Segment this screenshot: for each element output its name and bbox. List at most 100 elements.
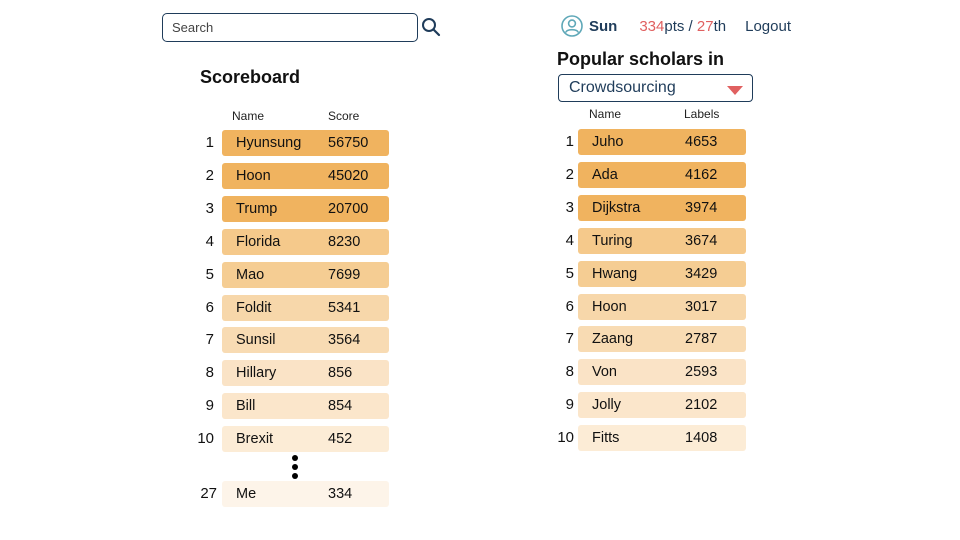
category-dropdown[interactable]: Crowdsourcing bbox=[558, 74, 753, 102]
user-stats: 334pts / 27th bbox=[639, 18, 726, 35]
popular-col-labels: Labels bbox=[684, 107, 720, 121]
row-bar bbox=[222, 481, 389, 507]
row-bar bbox=[222, 195, 389, 222]
row-rank: 3 bbox=[565, 198, 574, 216]
row-value: 854 bbox=[328, 398, 353, 415]
row-bar bbox=[578, 161, 746, 188]
row-rank: 9 bbox=[205, 397, 214, 415]
search-icon[interactable] bbox=[421, 17, 441, 37]
row-name: Me bbox=[236, 486, 257, 502]
row-name: Fitts bbox=[592, 430, 620, 447]
row-name: Bill bbox=[236, 398, 256, 415]
row-name: Trump bbox=[236, 200, 278, 217]
row-rank: 1 bbox=[565, 133, 574, 150]
row-bar bbox=[222, 228, 389, 255]
row-name: Von bbox=[592, 364, 617, 381]
row-value: 4653 bbox=[685, 134, 718, 150]
row-value: 3674 bbox=[685, 232, 718, 249]
row-bar bbox=[222, 130, 389, 156]
row-value: 2102 bbox=[685, 397, 718, 414]
row-rank: 5 bbox=[205, 265, 214, 283]
row-rank: 6 bbox=[205, 298, 214, 316]
row-rank: 27 bbox=[200, 485, 217, 502]
points-unit: pts bbox=[664, 17, 685, 35]
row-name: Hoon bbox=[592, 298, 627, 315]
row-bar bbox=[578, 260, 746, 287]
row-value: 3564 bbox=[328, 332, 361, 349]
row-value: 2787 bbox=[685, 331, 718, 348]
triangle-down-icon[interactable] bbox=[727, 83, 743, 101]
row-name: Jolly bbox=[592, 397, 622, 414]
search-box[interactable] bbox=[162, 13, 418, 42]
row-rank: 8 bbox=[205, 364, 214, 382]
row-value: 3429 bbox=[685, 265, 718, 282]
row-rank: 7 bbox=[205, 331, 214, 349]
row-value: 20700 bbox=[328, 200, 369, 217]
popular-col-name: Name bbox=[589, 107, 622, 121]
row-name: Mao bbox=[236, 266, 265, 283]
search-input[interactable] bbox=[163, 14, 417, 41]
row-name: Brexit bbox=[236, 431, 274, 448]
row-rank: 7 bbox=[565, 330, 574, 348]
row-rank: 2 bbox=[565, 165, 574, 183]
row-bar bbox=[578, 392, 746, 419]
logout-link[interactable]: Logout bbox=[745, 17, 791, 35]
row-name: Hillary bbox=[236, 365, 277, 382]
row-value: 3017 bbox=[685, 298, 718, 315]
row-rank: 10 bbox=[557, 429, 574, 447]
row-name: Sunsil bbox=[236, 332, 276, 349]
row-rank: 2 bbox=[205, 166, 214, 184]
row-rank: 8 bbox=[565, 363, 574, 381]
scoreboard-col-score: Score bbox=[328, 109, 360, 123]
row-value: 334 bbox=[328, 486, 353, 502]
user-avatar-icon[interactable] bbox=[561, 15, 583, 37]
row-bar bbox=[222, 360, 389, 387]
row-value: 8230 bbox=[328, 233, 361, 250]
row-bar bbox=[578, 293, 746, 320]
row-bar bbox=[222, 393, 389, 420]
row-rank: 3 bbox=[205, 199, 214, 217]
row-value: 452 bbox=[328, 431, 353, 448]
row-value: 856 bbox=[328, 365, 353, 382]
scoreboard-title: Scoreboard bbox=[200, 67, 301, 87]
row-value: 2593 bbox=[685, 364, 718, 381]
row-bar bbox=[222, 294, 389, 321]
scoreboard-col-name: Name bbox=[232, 109, 265, 123]
row-value: 1408 bbox=[685, 430, 718, 447]
row-name: Turing bbox=[592, 232, 633, 249]
row-value: 3974 bbox=[685, 199, 718, 216]
row-bar bbox=[222, 162, 389, 189]
row-rank: 4 bbox=[205, 232, 214, 250]
row-bar bbox=[222, 327, 389, 354]
user-header: Sun 334pts / 27th Logout bbox=[561, 14, 791, 38]
row-value: 7699 bbox=[328, 266, 361, 283]
popular-title: Popular scholars in bbox=[557, 49, 725, 69]
row-name: Ada bbox=[592, 166, 618, 183]
row-bar bbox=[222, 426, 389, 453]
row-rank: 5 bbox=[565, 264, 574, 282]
row-bar bbox=[578, 194, 746, 221]
row-name: Foldit bbox=[236, 299, 272, 316]
more-ellipsis-icon bbox=[290, 455, 300, 479]
row-rank: 10 bbox=[197, 430, 214, 448]
row-name: Dijkstra bbox=[592, 199, 641, 216]
row-value: 5341 bbox=[328, 299, 361, 316]
row-value: 56750 bbox=[328, 135, 369, 151]
username[interactable]: Sun bbox=[589, 17, 618, 35]
row-rank: 9 bbox=[565, 396, 574, 414]
row-bar bbox=[578, 359, 746, 386]
row-name: Florida bbox=[236, 233, 281, 250]
row-bar bbox=[578, 129, 746, 155]
category-selected: Crowdsourcing bbox=[569, 79, 676, 96]
row-name: Hoon bbox=[236, 167, 271, 184]
user-points: 334 bbox=[639, 17, 665, 35]
row-name: Hwang bbox=[592, 265, 638, 282]
stats-separator: / bbox=[684, 17, 697, 35]
row-rank: 6 bbox=[565, 297, 574, 315]
user-rank: 27 bbox=[696, 17, 714, 35]
row-name: Zaang bbox=[592, 331, 634, 348]
rank-suffix: th bbox=[713, 17, 727, 35]
row-rank: 1 bbox=[205, 134, 214, 151]
row-value: 4162 bbox=[685, 166, 718, 183]
row-bar bbox=[222, 261, 389, 288]
